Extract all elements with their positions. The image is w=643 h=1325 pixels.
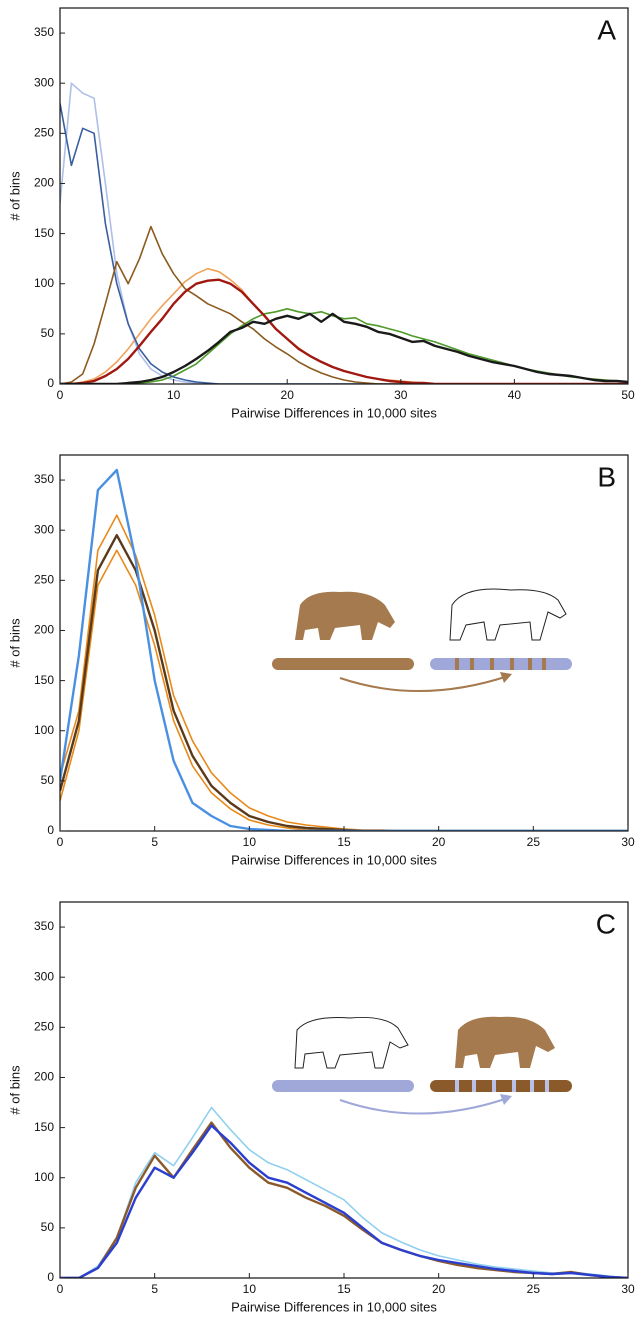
plot-area bbox=[60, 468, 628, 831]
panel-label: C bbox=[596, 908, 616, 939]
y-tick-label: 200 bbox=[34, 1070, 54, 1084]
brown-bear bbox=[455, 1016, 555, 1068]
introgressed-segments bbox=[455, 1080, 549, 1092]
axes-frame bbox=[59, 454, 629, 832]
polar-bear bbox=[449, 588, 567, 641]
plot-area bbox=[60, 82, 628, 384]
y-tick-label: 250 bbox=[34, 1020, 54, 1034]
y-tick-label: 250 bbox=[34, 126, 54, 140]
plot-area bbox=[60, 1106, 628, 1278]
y-tick-label: 200 bbox=[34, 176, 54, 190]
x-tick-label: 30 bbox=[394, 388, 408, 402]
series-line bbox=[60, 514, 628, 831]
y-tick-label: 150 bbox=[34, 1120, 54, 1134]
bear-illustration-c bbox=[272, 1016, 572, 1115]
panel-label: B bbox=[597, 461, 616, 492]
y-axis-label: # of bins bbox=[7, 171, 22, 221]
series-line bbox=[60, 312, 628, 384]
polar-chromosome bbox=[430, 658, 572, 670]
series-line bbox=[60, 468, 628, 831]
y-tick-label: 50 bbox=[41, 773, 55, 787]
x-tick-label: 0 bbox=[57, 835, 64, 849]
x-tick-label: 10 bbox=[167, 388, 181, 402]
polar-bear bbox=[294, 1017, 409, 1069]
y-tick-label: 100 bbox=[34, 276, 54, 290]
y-tick-label: 300 bbox=[34, 75, 54, 89]
arrow bbox=[339, 1097, 509, 1115]
x-tick-label: 5 bbox=[151, 835, 158, 849]
x-tick-label: 10 bbox=[243, 1282, 257, 1296]
series-line bbox=[60, 103, 628, 384]
y-tick-label: 350 bbox=[34, 919, 54, 933]
arrow-head bbox=[500, 1094, 512, 1105]
y-tick-label: 350 bbox=[34, 25, 54, 39]
x-tick-label: 15 bbox=[337, 835, 351, 849]
x-tick-label: 5 bbox=[151, 1282, 158, 1296]
y-tick-label: 250 bbox=[34, 573, 54, 587]
y-tick-label: 0 bbox=[47, 376, 54, 390]
x-tick-label: 30 bbox=[621, 835, 635, 849]
series-line bbox=[60, 267, 628, 384]
bear-illustration-b bbox=[272, 588, 572, 692]
y-tick-label: 50 bbox=[41, 1220, 55, 1234]
y-tick-label: 0 bbox=[47, 823, 54, 837]
x-tick-label: 0 bbox=[57, 388, 64, 402]
series-line bbox=[60, 549, 628, 831]
series-line bbox=[60, 225, 628, 384]
y-tick-label: 150 bbox=[34, 673, 54, 687]
y-tick-label: 150 bbox=[34, 226, 54, 240]
panel: 0 5 10 15 20 25 30050100150200250300350Pairwis… bbox=[7, 901, 635, 1314]
arrow-head bbox=[500, 672, 512, 683]
axes-frame bbox=[59, 7, 629, 385]
y-tick-label: 0 bbox=[47, 1270, 54, 1284]
x-tick-label: 30 bbox=[621, 1282, 635, 1296]
y-tick-label: 100 bbox=[34, 723, 54, 737]
introgressed-segments bbox=[455, 658, 546, 670]
brown-bear bbox=[295, 591, 395, 640]
x-axis-label: Pairwise Differences in 10,000 sites bbox=[231, 405, 437, 420]
arrow bbox=[339, 675, 509, 692]
panel: 0 5 10 15 20 25 30050100150200250300350Pairwis… bbox=[7, 454, 635, 867]
panel: 0 10 20 30 40 50 0 50 100 150 200 250 300 350 Pairwise… bbox=[7, 7, 635, 420]
series-line bbox=[60, 278, 628, 384]
series-line bbox=[60, 82, 628, 384]
y-tick-label: 300 bbox=[34, 969, 54, 983]
x-axis-label: Pairwise Differences in 10,000 sites bbox=[231, 852, 437, 867]
y-tick-label: 200 bbox=[34, 623, 54, 637]
y-tick-label: 300 bbox=[34, 522, 54, 536]
x-tick-label: 40 bbox=[508, 388, 522, 402]
x-tick-label: 20 bbox=[432, 835, 446, 849]
y-tick-label: 350 bbox=[34, 472, 54, 486]
series-line bbox=[60, 534, 628, 831]
x-tick-label: 25 bbox=[527, 835, 541, 849]
y-tick-label: 100 bbox=[34, 1170, 54, 1184]
y-axis-label: # of bins bbox=[7, 618, 22, 668]
x-axis-label: Pairwise Differences in 10,000 sites bbox=[231, 1299, 437, 1314]
series-line bbox=[60, 1124, 628, 1278]
series-line bbox=[60, 1106, 628, 1278]
x-tick-label: 50 bbox=[621, 388, 635, 402]
x-tick-label: 0 bbox=[57, 1282, 64, 1296]
polar-chromosome bbox=[272, 1080, 414, 1092]
panel-label: A bbox=[597, 14, 616, 45]
x-tick-label: 10 bbox=[243, 835, 257, 849]
brown-chromosome bbox=[430, 1080, 572, 1092]
y-axis-label: # of bins bbox=[7, 1065, 22, 1115]
x-tick-label: 15 bbox=[337, 1282, 351, 1296]
y-tick-label: 50 bbox=[41, 326, 55, 340]
x-tick-label: 20 bbox=[432, 1282, 446, 1296]
x-tick-label: 25 bbox=[527, 1282, 541, 1296]
x-tick-label: 20 bbox=[281, 388, 295, 402]
brown-chromosome bbox=[272, 658, 414, 670]
